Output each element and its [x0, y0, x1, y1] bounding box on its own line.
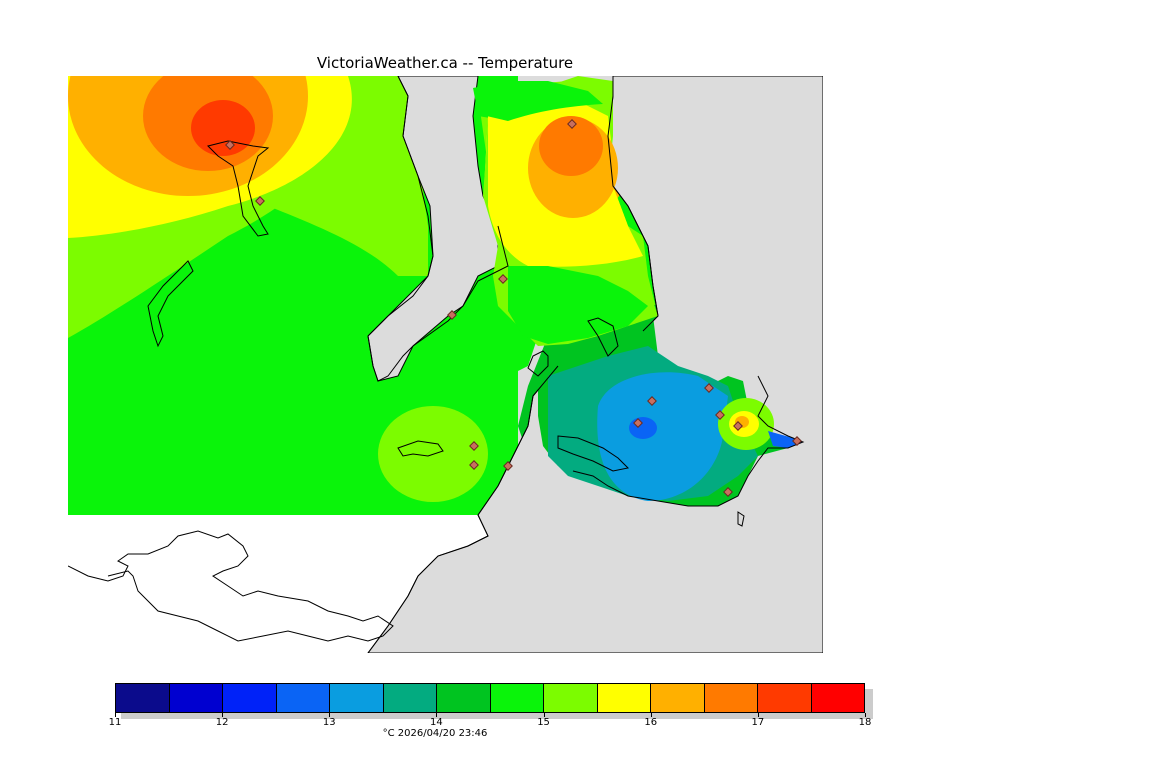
- legend-tick-label: 12: [215, 717, 229, 728]
- station-marker: [469, 441, 479, 451]
- legend-caption: °C 2026/04/20 23:46: [382, 728, 488, 739]
- station-marker: [469, 460, 479, 470]
- legend-color-swatch: [704, 684, 758, 712]
- station-marker: [498, 274, 508, 284]
- station-marker: [792, 436, 802, 446]
- legend-color-swatch: [276, 684, 330, 712]
- legend-tick-mark: [115, 713, 116, 717]
- legend-color-swatch: [597, 684, 651, 712]
- legend-tick-mark: [865, 713, 866, 717]
- legend-color-swatch: [758, 684, 812, 712]
- station-marker: [733, 421, 743, 431]
- map-title: VictoriaWeather.ca -- Temperature: [316, 54, 574, 72]
- station-marker: [567, 119, 577, 129]
- legend-tick-label: 15: [537, 717, 550, 728]
- weather-stations: [225, 119, 802, 497]
- legend-tick-mark: [329, 713, 331, 717]
- station-marker: [723, 487, 733, 497]
- temperature-field-east: [473, 76, 803, 506]
- station-marker: [447, 310, 457, 320]
- legend-tick-label: 17: [751, 717, 765, 728]
- station-marker: [633, 418, 643, 428]
- station-marker: [255, 196, 265, 206]
- legend-color-swatch: [437, 684, 491, 712]
- station-marker: [647, 396, 657, 406]
- color-legend: 11 12 13 14 15 16 17 18 °C 2026/04/20 23:46: [109, 683, 873, 739]
- legend-tick-label: 14: [430, 717, 443, 728]
- legend-color-swatch: [223, 684, 277, 712]
- legend-tick-mark: [543, 713, 545, 717]
- legend-tick-mark: [650, 713, 652, 717]
- temperature-contour-svg: [68, 76, 823, 653]
- legend-color-bar: [115, 683, 865, 713]
- legend-tick-label: 18: [858, 717, 872, 728]
- legend-color-swatch: [811, 684, 864, 712]
- legend-color-swatch: [330, 684, 384, 712]
- station-marker: [704, 383, 714, 393]
- legend-tick-mark: [436, 713, 438, 717]
- legend-color-swatch: [544, 684, 598, 712]
- legend-tick-label: 16: [644, 717, 658, 728]
- legend-color-swatch: [490, 684, 544, 712]
- temperature-map: [68, 76, 823, 653]
- station-marker: [503, 461, 513, 471]
- station-marker: [715, 410, 725, 420]
- station-marker: [225, 140, 235, 150]
- legend-tick-label: 11: [108, 717, 122, 728]
- legend-tick-mark: [222, 713, 224, 717]
- legend-color-swatch: [169, 684, 223, 712]
- legend-color-swatch: [116, 684, 170, 712]
- legend-color-swatch: [383, 684, 437, 712]
- legend-color-swatch: [651, 684, 705, 712]
- coastlines: [68, 76, 805, 653]
- legend-tick-label: 13: [322, 717, 336, 728]
- no-data-region: [68, 515, 488, 653]
- legend-tick-mark: [757, 713, 759, 717]
